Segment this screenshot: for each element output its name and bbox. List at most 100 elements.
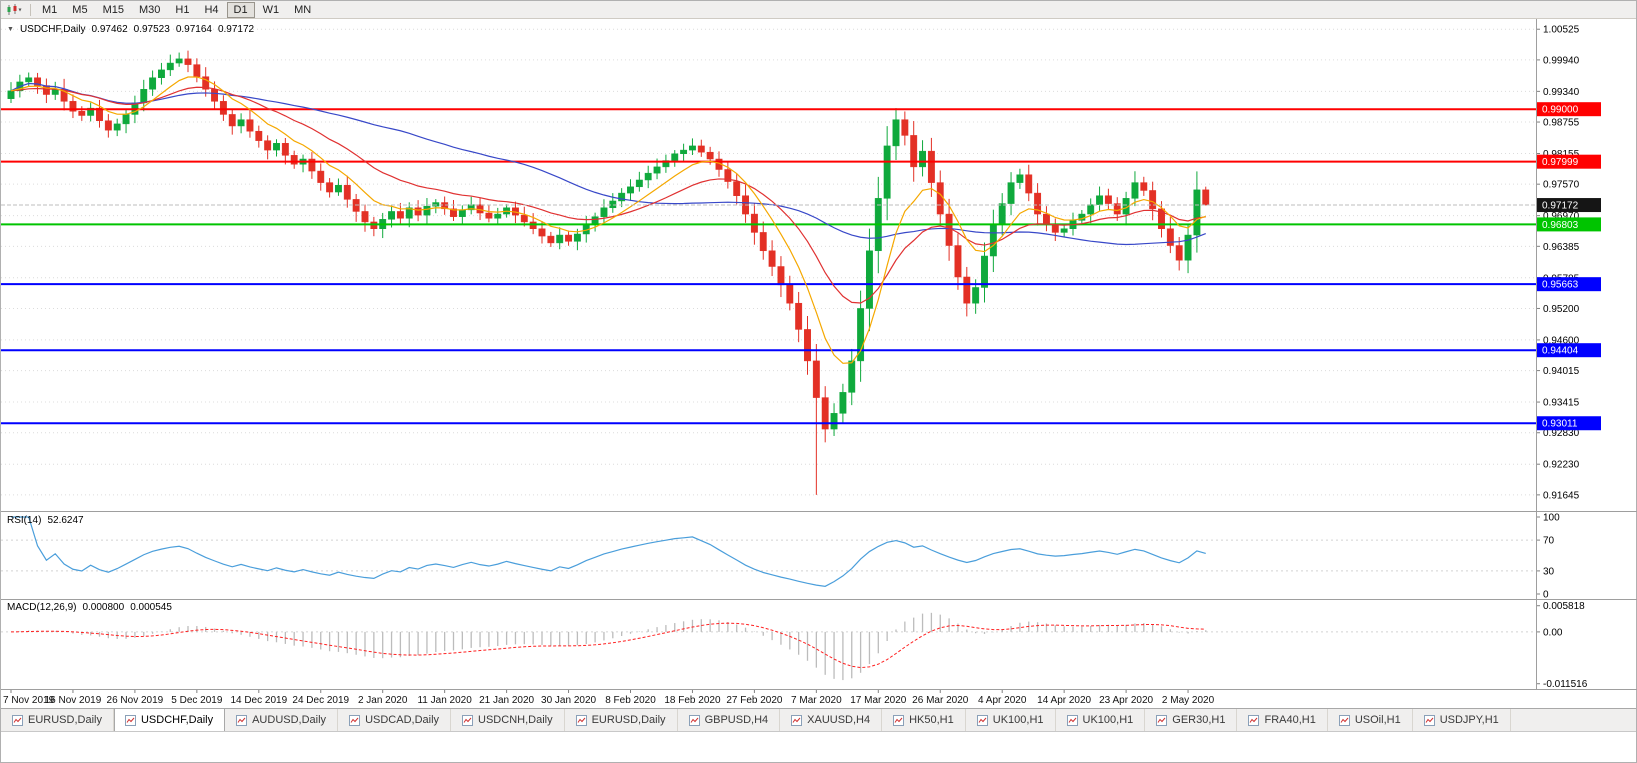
macd-panel: 0.005818 0.00 -0.011516 (1, 601, 1588, 690)
tab-label: GER30,H1 (1172, 714, 1226, 726)
timeframe-button-h4[interactable]: H4 (197, 2, 225, 18)
tab-label: USDCHF,Daily (140, 714, 214, 726)
svg-text:0.96970: 0.96970 (1543, 211, 1580, 222)
tab-usdjpy-h1[interactable]: USDJPY,H1 (1412, 709, 1511, 731)
svg-text:26 Nov 2019: 26 Nov 2019 (107, 695, 164, 706)
timeframe-buttons: M1 M5 M15 M30 H1 H4 D1 W1 MN (35, 1, 318, 18)
svg-text:0.98155: 0.98155 (1543, 149, 1580, 160)
price-gridlines (1, 28, 1536, 496)
svg-text:0.91645: 0.91645 (1543, 490, 1580, 501)
tab-usdcnh-daily[interactable]: USDCNH,Daily (451, 709, 565, 731)
svg-text:-0.011516: -0.011516 (1543, 679, 1588, 690)
svg-text:0.005818: 0.005818 (1543, 601, 1585, 612)
svg-text:17 Mar 2020: 17 Mar 2020 (850, 695, 907, 706)
svg-text:0.97999: 0.97999 (1542, 157, 1579, 168)
svg-text:0.94015: 0.94015 (1543, 366, 1580, 377)
svg-text:70: 70 (1543, 536, 1555, 547)
timeframe-button-m5[interactable]: M5 (65, 2, 94, 18)
tab-chart-icon (1066, 714, 1078, 726)
svg-text:21 Jan 2020: 21 Jan 2020 (479, 695, 534, 706)
chart-type-icon[interactable] (4, 3, 24, 17)
tab-fra40-h1[interactable]: FRA40,H1 (1237, 709, 1328, 731)
tab-chart-icon (1156, 714, 1168, 726)
svg-text:0.95200: 0.95200 (1543, 304, 1580, 315)
tab-hk50-h1[interactable]: HK50,H1 (882, 709, 966, 731)
tab-chart-icon (1423, 714, 1435, 726)
tab-gbpusd-h4[interactable]: GBPUSD,H4 (677, 709, 781, 731)
svg-text:0.99940: 0.99940 (1543, 55, 1580, 66)
tab-chart-icon (575, 714, 587, 726)
svg-text:0.99340: 0.99340 (1543, 87, 1580, 98)
timeframe-button-d1[interactable]: D1 (226, 1, 255, 18)
tab-chart-icon (1338, 714, 1350, 726)
tab-chart-icon (12, 714, 23, 726)
panel-frames (1, 19, 1637, 690)
tab-label: USOil,H1 (1354, 714, 1401, 726)
svg-text:14 Dec 2019: 14 Dec 2019 (230, 695, 287, 706)
svg-text:18 Feb 2020: 18 Feb 2020 (664, 695, 721, 706)
svg-text:8 Feb 2020: 8 Feb 2020 (605, 695, 656, 706)
svg-text:4 Apr 2020: 4 Apr 2020 (978, 695, 1027, 706)
tab-label: HK50,H1 (909, 714, 954, 726)
tab-label: EURUSD,Daily (28, 714, 102, 726)
svg-text:16 Nov 2019: 16 Nov 2019 (45, 695, 102, 706)
tab-label: GBPUSD,H4 (704, 714, 769, 726)
tab-chart-icon (688, 714, 700, 726)
timeframe-button-m15[interactable]: M15 (96, 2, 131, 18)
svg-text:0.92830: 0.92830 (1543, 428, 1580, 439)
tab-chart-icon (462, 714, 474, 726)
timeframe-button-m30[interactable]: M30 (132, 2, 167, 18)
tab-chart-icon (893, 714, 905, 726)
timeframe-button-mn[interactable]: MN (287, 2, 318, 18)
timeframe-button-h1[interactable]: H1 (168, 2, 196, 18)
tab-chart-icon (791, 714, 803, 726)
svg-text:0.93011: 0.93011 (1542, 419, 1578, 430)
tab-uk100-h1[interactable]: UK100,H1 (1055, 709, 1146, 731)
svg-text:0.92230: 0.92230 (1543, 460, 1580, 471)
tab-label: AUDUSD,Daily (252, 714, 327, 726)
rsi-panel: 100 70 30 0 (1, 513, 1560, 601)
tab-label: UK100,H1 (1082, 714, 1134, 726)
svg-text:1.00525: 1.00525 (1543, 25, 1580, 36)
price-badges: 0.99000 0.97999 0.96803 0.95663 0.94404 0.930… (1537, 102, 1601, 431)
svg-text:0.97570: 0.97570 (1543, 180, 1580, 191)
tab-eurusd-daily[interactable]: EURUSD,Daily (564, 709, 678, 731)
tab-audusd-daily[interactable]: AUDUSD,Daily (225, 709, 339, 731)
svg-text:23 Apr 2020: 23 Apr 2020 (1099, 695, 1153, 706)
candles-layer (7, 50, 1210, 495)
svg-text:27 Feb 2020: 27 Feb 2020 (726, 695, 783, 706)
tab-label: EURUSD,Daily (591, 714, 666, 726)
tab-ger30-h1[interactable]: GER30,H1 (1145, 709, 1238, 731)
tab-eurusd-daily[interactable]: EURUSD,Daily (1, 709, 114, 731)
tab-xauusd-h4[interactable]: XAUUSD,H4 (780, 709, 883, 731)
svg-text:0.94600: 0.94600 (1543, 335, 1580, 346)
tab-chart-icon (976, 714, 988, 726)
tab-chart-icon (349, 714, 361, 726)
tab-label: XAUUSD,H4 (807, 714, 871, 726)
svg-text:2 Jan 2020: 2 Jan 2020 (358, 695, 408, 706)
timeframe-button-w1[interactable]: W1 (256, 2, 287, 18)
svg-text:0.98755: 0.98755 (1543, 118, 1580, 129)
horizontal-lines[interactable] (1, 108, 1536, 425)
timeframe-button-m1[interactable]: M1 (35, 2, 64, 18)
tab-usdcad-daily[interactable]: USDCAD,Daily (338, 709, 452, 731)
tab-usdchf-daily[interactable]: USDCHF,Daily (113, 709, 226, 731)
svg-text:0.94404: 0.94404 (1542, 346, 1579, 357)
chart-canvas[interactable]: 1.00525 0.99940 0.99340 0.98755 0.98155 0.975… (1, 1, 1637, 708)
svg-text:0.00: 0.00 (1543, 627, 1563, 638)
tab-usoil-h1[interactable]: USOil,H1 (1327, 709, 1413, 731)
moving-averages (10, 76, 1206, 364)
svg-text:14 Apr 2020: 14 Apr 2020 (1037, 695, 1091, 706)
svg-text:100: 100 (1543, 513, 1560, 524)
tab-uk100-h1[interactable]: UK100,H1 (965, 709, 1056, 731)
svg-text:0.96803: 0.96803 (1542, 220, 1579, 231)
svg-text:5 Dec 2019: 5 Dec 2019 (171, 695, 223, 706)
svg-text:0.95663: 0.95663 (1542, 280, 1579, 291)
svg-text:0: 0 (1543, 590, 1549, 601)
tab-label: USDJPY,H1 (1439, 714, 1499, 726)
tab-chart-icon (1248, 714, 1260, 726)
tab-chart-icon (236, 714, 248, 726)
toolbar-separator (30, 3, 31, 16)
svg-text:7 Nov 2019: 7 Nov 2019 (3, 695, 55, 706)
